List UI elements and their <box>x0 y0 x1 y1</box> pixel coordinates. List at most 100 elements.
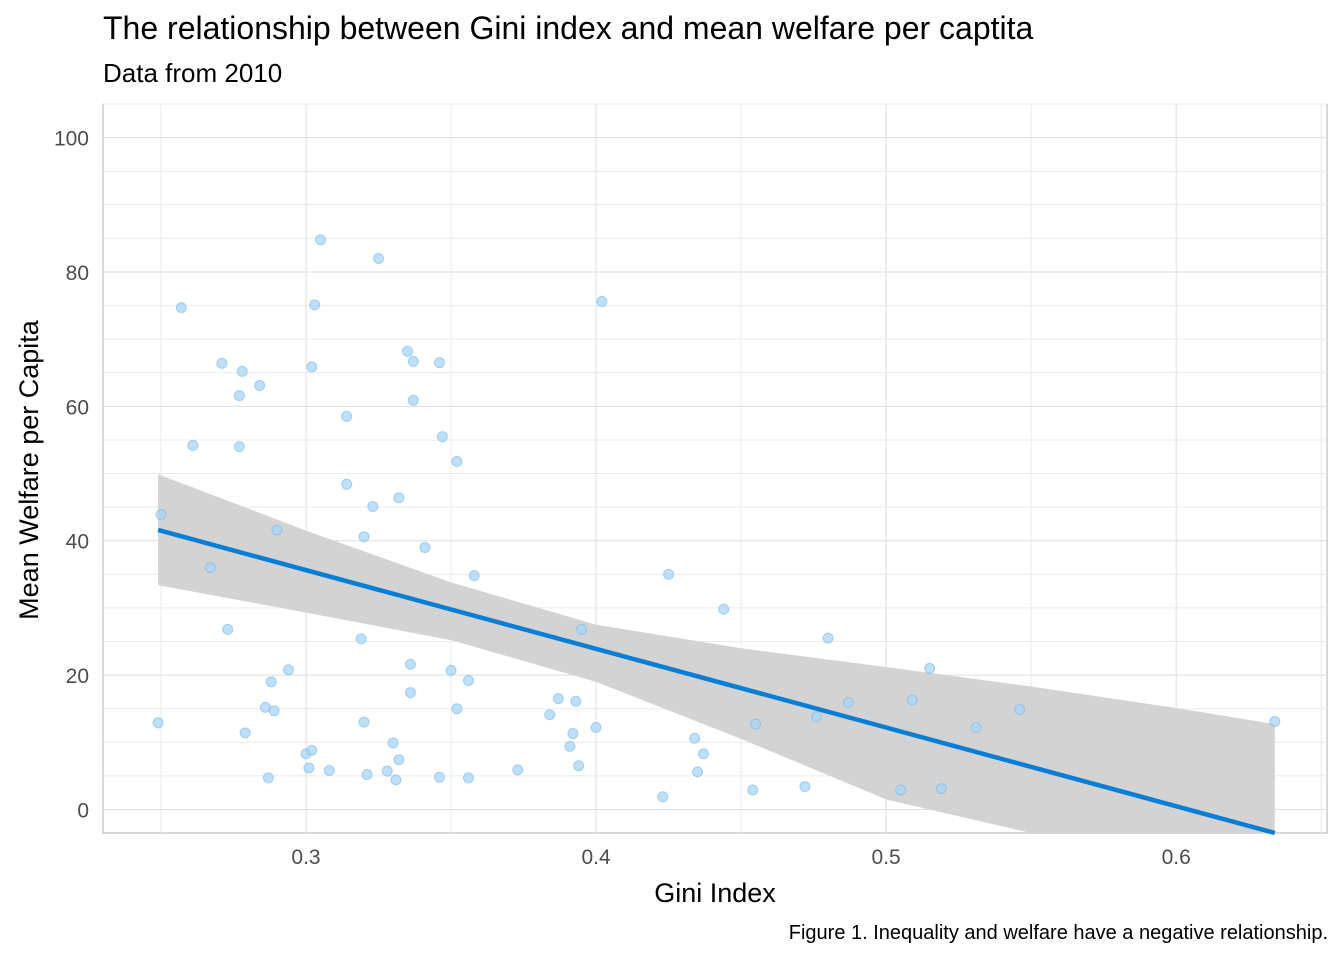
data-point <box>361 769 373 781</box>
x-tick-layer: 0.3 0.4 0.5 0.6 <box>291 846 1190 869</box>
x-tick-label: 0.3 <box>291 846 320 869</box>
data-point <box>373 253 385 265</box>
data-point <box>187 439 199 451</box>
data-point <box>747 784 759 796</box>
y-tick-label: 100 <box>54 128 89 151</box>
data-point <box>404 687 416 699</box>
data-point <box>970 722 982 734</box>
confidence-band-layer <box>158 474 1275 833</box>
data-point <box>811 711 823 723</box>
data-point <box>393 492 405 504</box>
trend-line <box>157 527 1276 836</box>
data-point <box>271 524 283 536</box>
data-point <box>451 455 463 467</box>
data-point <box>175 302 187 314</box>
data-point <box>567 728 579 740</box>
x-tick-label: 0.5 <box>872 846 901 869</box>
data-point <box>462 772 474 784</box>
trend-line-layer <box>157 527 1276 836</box>
data-point <box>468 570 480 582</box>
data-point <box>552 693 564 705</box>
data-point <box>512 764 524 776</box>
data-point <box>433 771 445 783</box>
data-point <box>155 509 167 521</box>
data-point <box>315 234 327 246</box>
data-point <box>265 676 277 688</box>
data-point <box>381 765 393 777</box>
x-tick-label: 0.4 <box>581 846 611 869</box>
data-point <box>323 765 335 777</box>
data-point <box>262 772 274 784</box>
data-point <box>436 431 448 443</box>
data-point <box>451 703 463 715</box>
data-point <box>404 658 416 670</box>
data-point <box>1269 715 1281 727</box>
data-point <box>390 774 402 786</box>
data-point <box>663 568 675 580</box>
data-point <box>596 296 608 308</box>
data-point <box>822 632 834 644</box>
data-point <box>367 500 379 512</box>
data-point <box>590 722 602 734</box>
data-point <box>576 623 588 635</box>
data-point <box>407 394 419 406</box>
data-point <box>544 709 556 721</box>
figure-caption: Figure 1. Inequality and welfare have a … <box>788 922 1328 944</box>
data-point <box>697 748 709 760</box>
data-point <box>306 361 318 373</box>
data-point <box>564 740 576 752</box>
data-point <box>402 345 414 357</box>
data-point <box>407 355 419 367</box>
data-point <box>387 737 399 749</box>
data-point <box>1014 703 1026 715</box>
y-tick-label: 20 <box>66 665 89 688</box>
data-point <box>358 531 370 543</box>
data-point <box>358 716 370 728</box>
data-point <box>570 695 582 707</box>
points-layer <box>152 234 1281 803</box>
data-point <box>152 717 164 729</box>
data-point <box>433 357 445 369</box>
data-point <box>906 694 918 706</box>
data-point <box>393 754 405 766</box>
y-tick-label: 60 <box>66 396 89 419</box>
data-point <box>799 781 811 793</box>
data-point <box>233 390 245 402</box>
data-point <box>462 674 474 686</box>
y-tick-label: 40 <box>66 531 89 554</box>
data-point <box>239 727 251 739</box>
data-point <box>268 705 280 717</box>
x-axis-label: Gini Index <box>654 878 776 908</box>
data-point <box>216 357 228 369</box>
data-point <box>233 441 245 453</box>
data-point <box>895 784 907 796</box>
data-point <box>445 664 457 676</box>
data-point <box>692 766 704 778</box>
data-point <box>303 762 315 774</box>
data-point <box>842 697 854 709</box>
confidence-band <box>158 474 1275 833</box>
data-point <box>355 633 367 645</box>
data-point <box>204 562 216 574</box>
chart-subtitle: Data from 2010 <box>103 58 283 88</box>
chart-title: The relationship between Gini index and … <box>103 10 1034 46</box>
data-point <box>689 732 701 744</box>
data-point <box>236 365 248 377</box>
y-tick-label: 0 <box>77 799 89 822</box>
data-point <box>935 783 947 795</box>
y-axis-label: Mean Welfare per Capita <box>14 319 44 620</box>
data-point <box>254 380 266 392</box>
data-point <box>341 478 353 490</box>
data-point <box>924 662 936 674</box>
data-point <box>306 744 318 756</box>
data-point <box>222 623 234 635</box>
data-point <box>341 410 353 422</box>
data-point <box>419 541 431 553</box>
data-point <box>309 299 321 311</box>
y-tick-label: 80 <box>66 262 89 285</box>
data-point <box>718 603 730 615</box>
y-tick-layer: 0 20 40 60 80 100 <box>54 128 89 823</box>
data-point <box>750 718 762 730</box>
data-point <box>573 760 585 772</box>
